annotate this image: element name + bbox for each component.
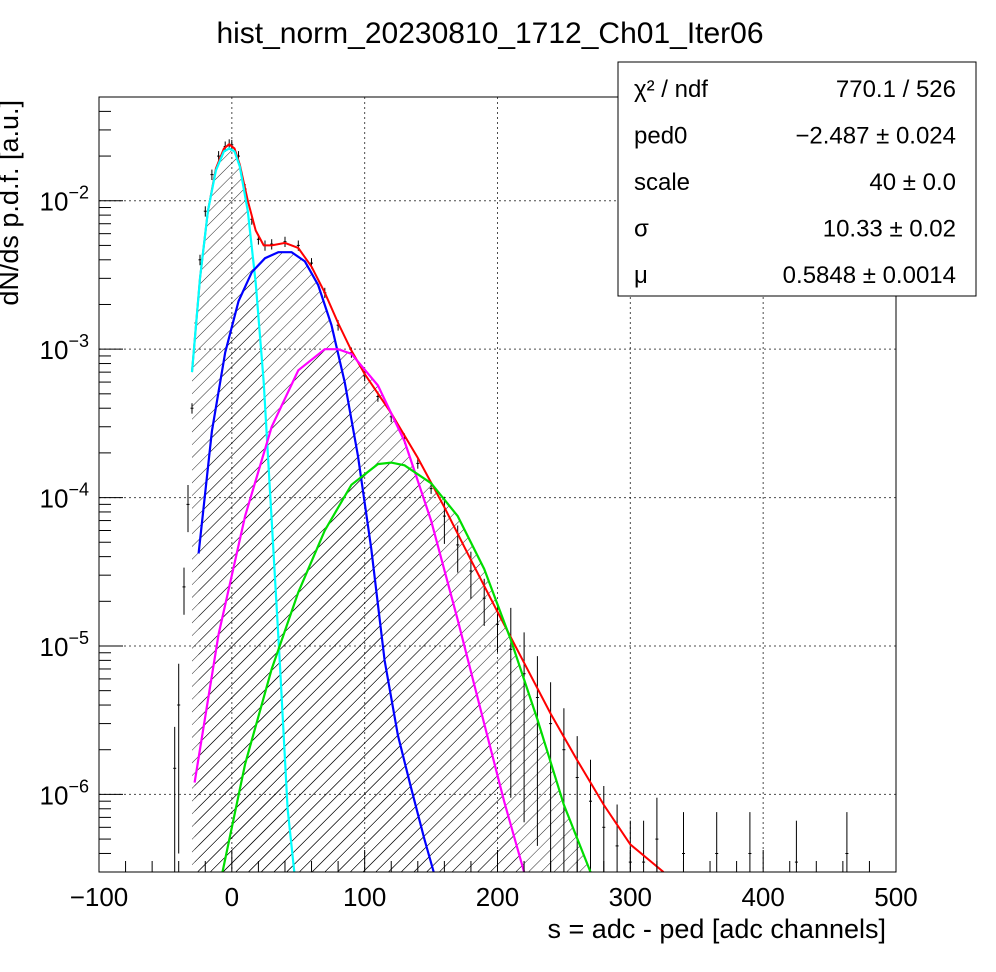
y-tick-label: 10−6 — [40, 776, 89, 810]
component-fills — [191, 148, 591, 872]
stats-box-frame — [617, 61, 977, 297]
y-tick-base: 10 — [40, 335, 69, 365]
stat-label-2: scale — [634, 169, 690, 196]
y-tick-base: 10 — [40, 187, 69, 217]
chart-title: hist_norm_20230810_1712_Ch01_Iter06 — [216, 17, 763, 50]
y-tick-exponent: −4 — [68, 480, 89, 500]
x-tick-label: 200 — [476, 882, 519, 912]
stat-label-3: σ — [634, 216, 649, 243]
x-axis-label: s = adc - ped [adc channels] — [548, 914, 886, 944]
x-tick-label: 500 — [874, 882, 917, 912]
x-tick-label: 300 — [609, 882, 652, 912]
y-tick-label: 10−4 — [40, 480, 89, 514]
data-points — [173, 139, 849, 872]
y-tick-exponent: −6 — [68, 776, 89, 796]
y-tick-exponent: −2 — [68, 183, 89, 203]
y-tick-label: 10−5 — [40, 628, 89, 662]
fit-stats-box: χ² / ndf 770.1 / 526 ped0 −2.487 ± 0.024 sca… — [617, 61, 977, 297]
stat-value-4: 0.5848 ± 0.0014 — [783, 262, 956, 289]
stat-value-3: 10.33 ± 0.02 — [823, 216, 956, 243]
y-tick-exponent: −5 — [68, 628, 89, 648]
x-tick-label: 100 — [343, 882, 386, 912]
total-fit-curve — [191, 143, 665, 872]
stat-label-4: μ — [634, 262, 648, 289]
y-tick-base: 10 — [40, 632, 69, 662]
fit-curves — [190, 143, 665, 872]
y-tick-base: 10 — [40, 484, 69, 514]
y-tick-label: 10−2 — [40, 183, 89, 217]
stat-value-2: 40 ± 0.0 — [869, 169, 956, 196]
y-tick-label: 10−3 — [40, 331, 89, 365]
x-tick-label: 400 — [741, 882, 784, 912]
y-tick-exponent: −3 — [68, 331, 89, 351]
x-tick-label: 0 — [225, 882, 239, 912]
y-axis-label: dN/ds p.d.f. [a.u.] — [0, 100, 24, 306]
y-tick-base: 10 — [40, 780, 69, 810]
green-component-hatch — [222, 462, 591, 872]
stat-label-1: ped0 — [634, 123, 687, 150]
stat-label-0: χ² / ndf — [634, 76, 708, 103]
x-tick-label: −100 — [70, 882, 129, 912]
green-component-curve — [221, 461, 592, 872]
stat-value-1: −2.487 ± 0.024 — [795, 123, 956, 150]
stat-value-0: 770.1 / 526 — [836, 76, 956, 103]
